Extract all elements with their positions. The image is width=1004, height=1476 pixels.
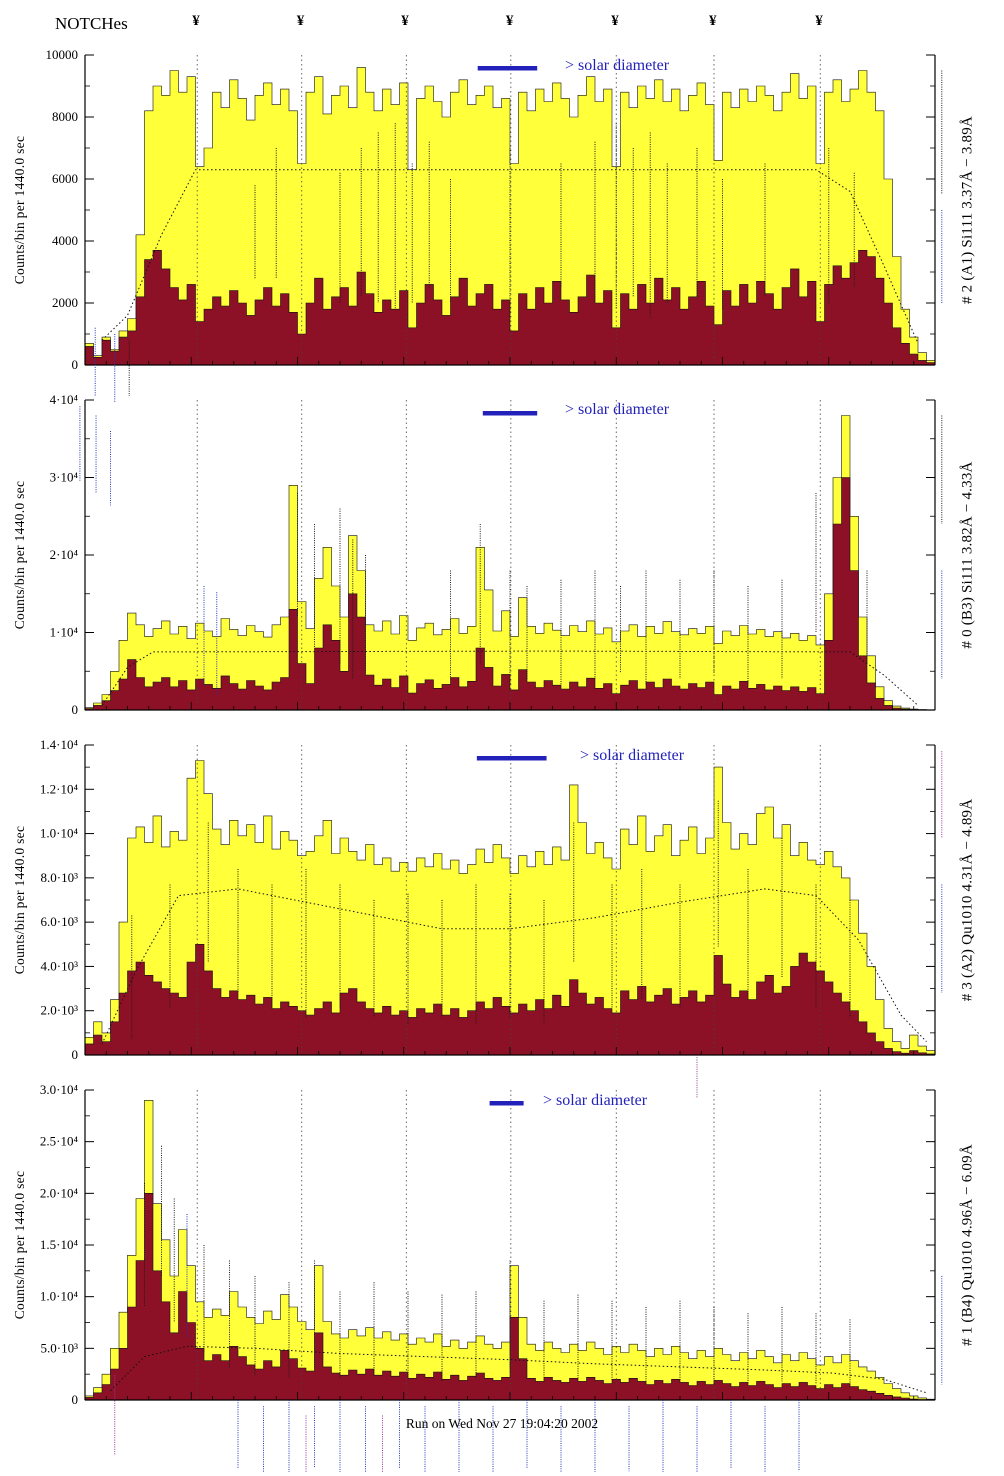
svg-text:1.0·10⁴: 1.0·10⁴ — [40, 1289, 79, 1304]
svg-text:10000: 10000 — [46, 47, 79, 62]
svg-text:0: 0 — [72, 357, 79, 372]
svg-text:1.4·10⁴: 1.4·10⁴ — [40, 737, 79, 752]
svg-text:0: 0 — [72, 1047, 79, 1062]
svg-text:6000: 6000 — [52, 171, 78, 186]
notch-symbol: ¥ — [296, 13, 305, 29]
svg-text:2·10⁴: 2·10⁴ — [50, 547, 79, 562]
notch-symbol: ¥ — [401, 13, 409, 29]
svg-text:4.0·10³: 4.0·10³ — [41, 958, 79, 973]
svg-text:2.0·10³: 2.0·10³ — [41, 1003, 79, 1018]
run-timestamp: Run on Wed Nov 27 19:04:20 2002 — [405, 1416, 599, 1431]
svg-text:0: 0 — [72, 702, 79, 717]
svg-text:8.0·10³: 8.0·10³ — [41, 870, 79, 885]
solar-diameter-label: > solar diameter — [543, 1092, 648, 1109]
y-axis-label: Counts/bin per 1440.0 sec — [12, 825, 27, 975]
svg-text:5.0·10³: 5.0·10³ — [41, 1340, 79, 1355]
notches-label: NOTCHes — [55, 14, 128, 33]
svg-text:4000: 4000 — [52, 233, 78, 248]
svg-text:1.0·10⁴: 1.0·10⁴ — [40, 826, 79, 841]
y-axis-label: Counts/bin per 1440.0 sec — [12, 1170, 27, 1320]
notch-symbol: ¥ — [815, 13, 823, 29]
y-axis-label: Counts/bin per 1440.0 sec — [12, 480, 27, 630]
panel-right-label: # 2 (A1) Si111 3.37Å − 3.89Å — [959, 116, 976, 304]
svg-text:6.0·10³: 6.0·10³ — [41, 914, 79, 929]
y-axis-label: Counts/bin per 1440.0 sec — [12, 135, 27, 285]
notch-symbol: ¥ — [611, 13, 619, 29]
svg-text:2000: 2000 — [52, 295, 78, 310]
svg-text:2.5·10⁴: 2.5·10⁴ — [40, 1134, 79, 1149]
svg-text:0: 0 — [72, 1392, 79, 1407]
solar-diameter-label: > solar diameter — [580, 747, 685, 764]
panel-right-label: # 1 (B4) Qu1010 4.96Å − 6.09Å — [959, 1144, 976, 1346]
panel-right-label: # 0 (B3) Si111 3.82Å − 4.33Å — [959, 461, 976, 649]
svg-text:1.5·10⁴: 1.5·10⁴ — [40, 1237, 79, 1252]
svg-text:3·10⁴: 3·10⁴ — [50, 470, 79, 485]
svg-text:3.0·10⁴: 3.0·10⁴ — [40, 1082, 79, 1097]
notch-symbol: ¥ — [709, 13, 717, 29]
notch-symbol: ¥ — [505, 13, 514, 29]
notch-symbol: ¥ — [192, 13, 200, 29]
solar-diameter-label: > solar diameter — [565, 401, 670, 418]
svg-text:8000: 8000 — [52, 109, 78, 124]
svg-text:1.2·10⁴: 1.2·10⁴ — [40, 781, 79, 796]
svg-text:2.0·10⁴: 2.0·10⁴ — [40, 1185, 79, 1200]
svg-text:1·10⁴: 1·10⁴ — [50, 625, 79, 640]
panel-right-label: # 3 (A2) Qu1010 4.31Å − 4.89Å — [959, 798, 976, 1002]
solar-diameter-label: > solar diameter — [565, 57, 670, 74]
svg-text:4·10⁴: 4·10⁴ — [50, 392, 79, 407]
